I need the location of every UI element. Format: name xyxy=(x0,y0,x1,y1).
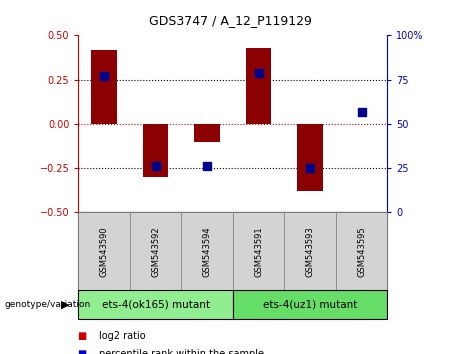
Point xyxy=(152,164,160,169)
Bar xyxy=(143,124,168,177)
Text: GSM543592: GSM543592 xyxy=(151,226,160,277)
Bar xyxy=(233,212,284,290)
Bar xyxy=(78,290,233,319)
Bar xyxy=(246,48,272,124)
Point xyxy=(255,70,262,75)
Text: GSM543594: GSM543594 xyxy=(202,226,212,277)
Bar xyxy=(130,212,181,290)
Text: ▶: ▶ xyxy=(61,299,69,309)
Text: ■: ■ xyxy=(78,349,91,354)
Text: ets-4(ok165) mutant: ets-4(ok165) mutant xyxy=(101,299,210,309)
Text: percentile rank within the sample: percentile rank within the sample xyxy=(99,349,264,354)
Text: GSM543591: GSM543591 xyxy=(254,226,263,277)
Text: GSM543595: GSM543595 xyxy=(357,226,366,277)
Bar xyxy=(336,212,387,290)
Text: GDS3747 / A_12_P119129: GDS3747 / A_12_P119129 xyxy=(149,14,312,27)
Text: GSM543590: GSM543590 xyxy=(100,226,109,277)
Bar xyxy=(194,124,220,142)
Text: log2 ratio: log2 ratio xyxy=(99,331,146,341)
Bar xyxy=(297,124,323,191)
Bar xyxy=(181,212,233,290)
Text: GSM543593: GSM543593 xyxy=(306,226,314,277)
Text: ets-4(uz1) mutant: ets-4(uz1) mutant xyxy=(263,299,357,309)
Point xyxy=(358,109,365,114)
Point xyxy=(306,165,313,171)
Point xyxy=(203,164,211,169)
Bar xyxy=(91,50,117,124)
Bar xyxy=(233,290,387,319)
Point xyxy=(100,73,108,79)
Text: genotype/variation: genotype/variation xyxy=(5,300,91,309)
Text: ■: ■ xyxy=(78,331,91,341)
Bar xyxy=(78,212,130,290)
Bar xyxy=(284,212,336,290)
